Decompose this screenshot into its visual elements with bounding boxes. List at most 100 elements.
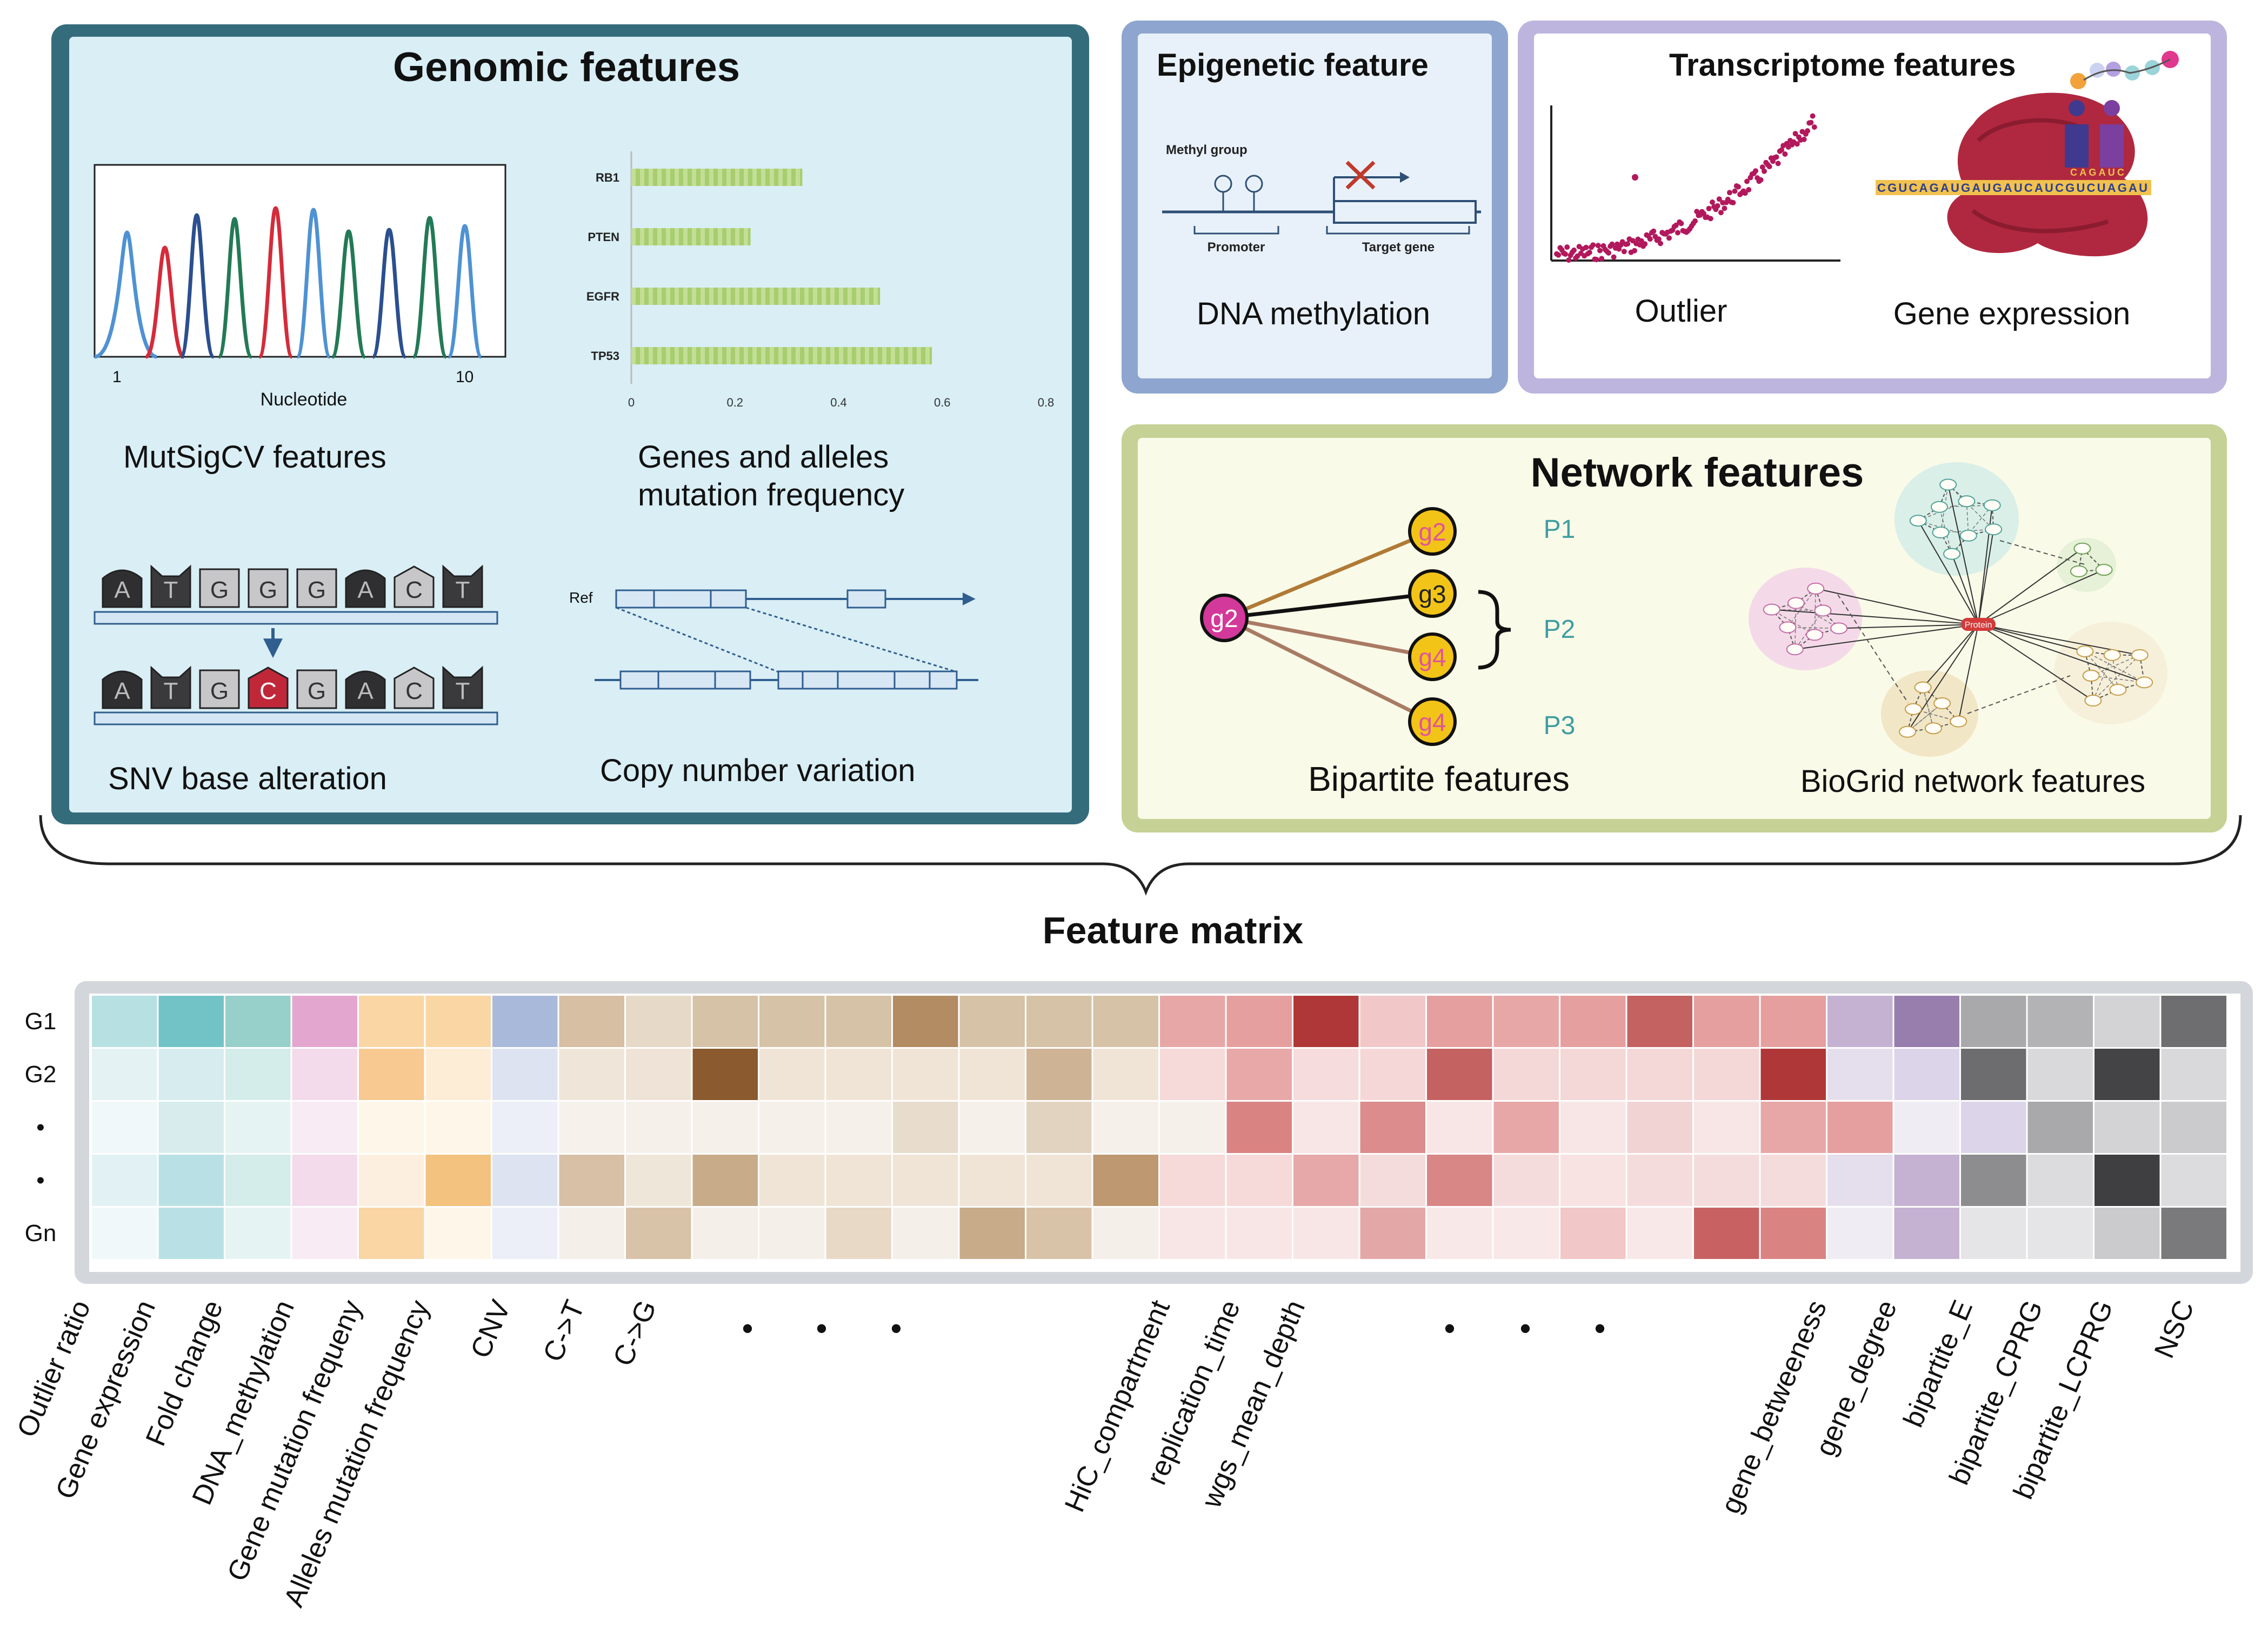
matrix-cell: [1026, 996, 1092, 1047]
scatter-point: [1775, 161, 1781, 166]
matrix-cell: [1360, 1155, 1425, 1206]
matrix-cell: [2161, 1208, 2226, 1259]
matrix-cell: [959, 1049, 1025, 1100]
matrix-cell: [1961, 1155, 2026, 1206]
column-ellipsis: •: [890, 1310, 902, 1347]
matrix-grid: [92, 996, 2226, 1259]
matrix-cell: [1427, 996, 1492, 1047]
scatter-point: [1727, 190, 1732, 196]
protein-node: [1830, 622, 1848, 635]
network-edge: [1978, 548, 2083, 625]
epigenetic-panel: Epigenetic feature Methyl group Promoter…: [1122, 21, 1508, 394]
network-edge: [1839, 624, 1979, 629]
base-letter: T: [164, 577, 178, 603]
matrix-row-labels: G1 G2 • • Gn: [25, 1008, 57, 1247]
matrix-cell: [826, 1102, 891, 1153]
scatter-point: [1595, 243, 1601, 249]
scatter-point: [1805, 128, 1810, 134]
matrix-column-ellipses: • • • • • •: [742, 1310, 1605, 1347]
matrix-cell: [1160, 1102, 1225, 1153]
protein-node: [1958, 495, 1976, 508]
network-edge: [1822, 610, 1839, 629]
scatter-point: [1590, 242, 1596, 248]
protein-node: [2136, 676, 2153, 689]
base-letter: C: [405, 577, 423, 603]
freq-label-line1: Genes and alleles: [638, 439, 889, 475]
base-tile: [296, 568, 337, 608]
scatter-point: [1586, 250, 1592, 255]
scatter-point: [1632, 248, 1637, 254]
network-edge: [1917, 520, 1979, 625]
protein-node: [2076, 645, 2094, 657]
scatter-point: [1609, 241, 1615, 247]
matrix-cell: [1293, 1208, 1359, 1259]
network-edge: [1978, 624, 2093, 701]
network-edge: [1922, 687, 1943, 704]
base-letter: C: [405, 678, 423, 704]
matrix-cell: [359, 1049, 424, 1100]
matrix-cell: [1627, 1208, 1692, 1259]
protein-node: [1786, 643, 1804, 656]
matrix-cell: [2027, 1049, 2093, 1100]
matrix-cell: [158, 996, 224, 1047]
scatter-point: [1758, 177, 1764, 183]
freq-tick-label: 0.8: [1038, 396, 1055, 409]
column-label: CNV: [465, 1296, 517, 1363]
scatter-point: [1753, 168, 1758, 174]
matrix-cell: [1360, 996, 1425, 1047]
protein-node: [1806, 629, 1824, 641]
gene-node-label: g4: [1418, 643, 1446, 671]
network-edge: [1795, 634, 1815, 650]
scatter-point: [1792, 131, 1798, 137]
protein-node: [1932, 526, 1950, 538]
gene-node: g3: [1408, 569, 1457, 618]
network-edge: [1795, 624, 1979, 650]
scatter-point: [1718, 210, 1724, 216]
network-edge: [1787, 588, 1816, 628]
matrix-cell: [826, 996, 891, 1047]
matrix-cell: [692, 1208, 758, 1259]
network-edge: [2092, 655, 2113, 701]
protein-node: [2131, 649, 2149, 661]
matrix-cell: [826, 1155, 891, 1206]
scatter-point: [1593, 257, 1599, 263]
matrix-cell: [425, 996, 491, 1047]
scatter-point: [1625, 241, 1631, 247]
network-panel: Network features g2 g2 g3 g4: [1122, 424, 2227, 832]
scatter-point: [1658, 241, 1663, 246]
network-edge: [2084, 651, 2145, 683]
matrix-cell: [92, 1049, 157, 1100]
hub-node-label: g2: [1210, 604, 1238, 632]
network-edge: [1947, 484, 1979, 625]
network-title: Network features: [1531, 450, 1864, 496]
matrix-cell: [425, 1102, 491, 1153]
matrix-cell: [1827, 1102, 1893, 1153]
target-gene-label: Target gene: [1362, 240, 1435, 255]
matrix-cell: [1560, 996, 1626, 1047]
matrix-cell: [292, 996, 357, 1047]
matrix-cell: [1160, 996, 1225, 1047]
matrix-cell: [225, 996, 291, 1047]
scatter-point: [1651, 228, 1657, 234]
feature-matrix-title: Feature matrix: [1043, 909, 1303, 951]
matrix-cell: [1827, 1155, 1893, 1206]
matrix-cell: [1160, 1208, 1225, 1259]
base-tile: [102, 670, 143, 709]
outlier-scatter-plot: [1550, 105, 1840, 263]
column-label: C->G: [608, 1296, 663, 1370]
network-edge: [2078, 569, 2104, 572]
pathway-label: P1: [1544, 515, 1576, 544]
matrix-cell: [92, 996, 157, 1047]
panel-brace: [39, 815, 2242, 896]
bipartite-graph: g2 g2 g3 g4 g4 P1 P2 P3: [1200, 507, 1576, 746]
matrix-cell: [1093, 1208, 1158, 1259]
mutsig-label: MutSigCV features: [123, 439, 386, 475]
matrix-cell: [893, 1102, 958, 1153]
network-edge: [1942, 703, 1959, 722]
freq-category-label: TP53: [591, 349, 619, 363]
matrix-cell: [1493, 1049, 1559, 1100]
matrix-cell: [359, 1208, 424, 1259]
matrix-cell: [1493, 1102, 1559, 1153]
matrix-cell: [559, 1049, 624, 1100]
network-edge: [1795, 610, 1824, 650]
